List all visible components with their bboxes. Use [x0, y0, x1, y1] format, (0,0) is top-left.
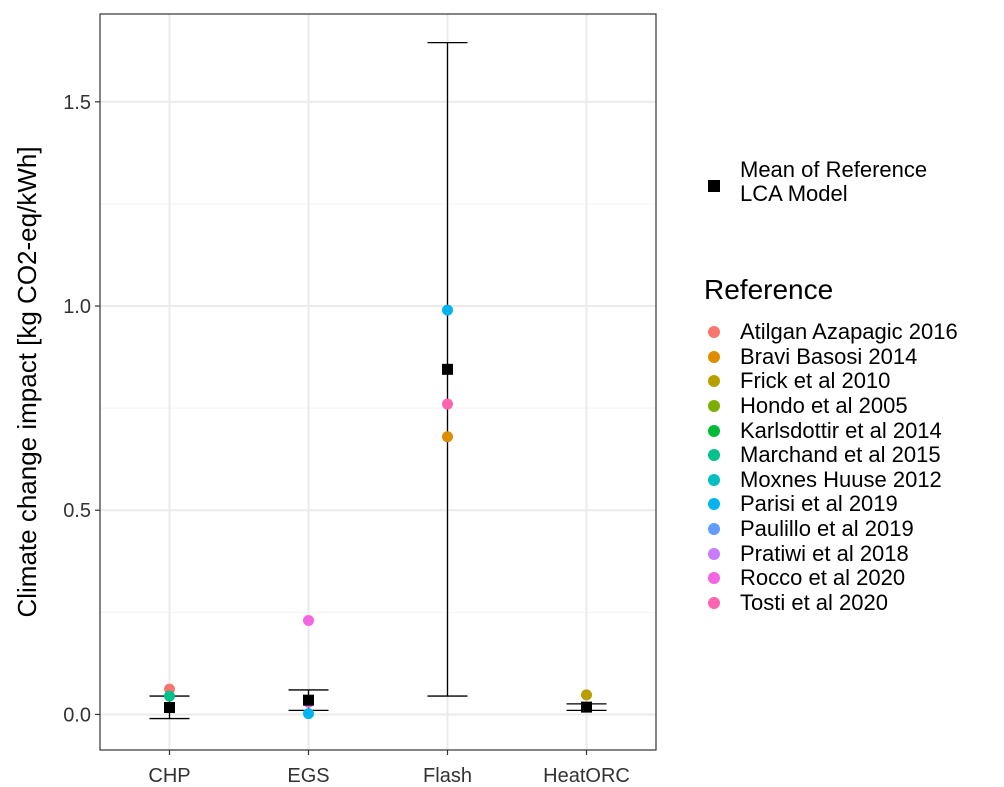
x-tick-label: HeatORC: [543, 765, 630, 787]
reference-legend-item: Paulillo et al 2019: [700, 516, 958, 542]
mean-marker: [164, 702, 175, 714]
legend-dot-icon: [708, 326, 720, 339]
data-point: [303, 708, 314, 720]
y-tick-label: 0.0: [63, 704, 91, 726]
reference-legend-label: Parisi et al 2019: [740, 491, 898, 517]
reference-legend-title: Reference: [704, 274, 834, 305]
error-bars: [149, 41, 607, 720]
legend-dot-icon: [708, 596, 720, 609]
reference-legend-label: Hondo et al 2005: [740, 393, 908, 419]
legend-dot-icon: [708, 350, 720, 363]
mean-legend: Mean of Reference LCA Model: [700, 158, 980, 206]
reference-legend-item: Atilgan Azapagic 2016: [700, 319, 958, 345]
reference-legend-label: Moxnes Huuse 2012: [740, 466, 942, 492]
reference-legend-label: Tosti et al 2020: [740, 589, 888, 615]
reference-legend-label: Rocco et al 2020: [740, 565, 906, 591]
reference-legend-label: Paulillo et al 2019: [740, 516, 914, 542]
mean-markers: [164, 363, 592, 714]
y-tick-label: 0.5: [63, 500, 91, 522]
reference-legend-item: Rocco et al 2020: [700, 565, 958, 591]
data-point: [581, 689, 592, 701]
y-tick-label: 1.0: [63, 296, 91, 318]
reference-legend-item: Pratiwi et al 2018: [700, 541, 958, 566]
data-points: [164, 304, 592, 720]
reference-legend-label: Marchand et al 2015: [740, 442, 941, 468]
legend-dot-icon: [708, 473, 720, 486]
reference-legend-label: Karlsdottir et al 2014: [740, 417, 942, 443]
x-tick-label: EGS: [287, 765, 329, 787]
y-tick-label: 1.5: [63, 92, 91, 114]
mean-marker: [442, 363, 453, 375]
legend-dot-icon: [708, 547, 720, 560]
reference-legend-label: Frick et al 2010: [740, 368, 891, 394]
legend-dot-icon: [708, 400, 720, 413]
reference-legend-item: Marchand et al 2015: [700, 442, 958, 468]
data-point: [442, 431, 453, 443]
legend-dot-icon: [708, 572, 720, 585]
chart-plot: 0.0 0.5 1.0 1.5 CHP EGS Flash HeatORC Climate …: [12, 13, 657, 787]
legend-dot-icon: [708, 449, 720, 462]
mean-legend-label-line: LCA Model: [740, 181, 848, 206]
legend-dot-icon: [708, 424, 720, 437]
reference-legend-label: Bravi Basosi 2014: [740, 343, 918, 369]
mean-marker: [303, 694, 314, 706]
mean-marker: [581, 701, 592, 713]
reference-legend-item: Bravi Basosi 2014: [700, 343, 958, 370]
reference-legend-item: Hondo et al 2005: [700, 393, 958, 419]
y-axis-title: Climate change impact [kg CO2-eq/kWh]: [12, 146, 42, 617]
x-tick-label: CHP: [148, 765, 190, 787]
legend-dot-icon: [708, 375, 720, 388]
data-point: [442, 304, 453, 316]
reference-legend-list: Atilgan Azapagic 2016 Bravi Basosi 2014 Fr…: [700, 319, 958, 616]
legend-dot-icon: [708, 523, 720, 536]
reference-legend-item: Parisi et al 2019: [700, 491, 958, 517]
data-point: [303, 615, 314, 627]
x-tick-label: Flash: [423, 765, 472, 787]
legend-dot-icon: [708, 498, 720, 511]
reference-legend-label: Atilgan Azapagic 2016: [740, 319, 958, 345]
data-point: [442, 398, 453, 410]
mean-legend-label-line: Mean of Reference: [740, 157, 928, 182]
panel-border: [99, 13, 657, 751]
mean-square-key-icon: [708, 180, 720, 192]
mean-legend-label: Mean of Reference LCA Model: [740, 158, 980, 206]
x-axis-ticks: CHP EGS Flash HeatORC: [148, 750, 630, 787]
grid-lines: [100, 14, 656, 750]
data-point: [164, 690, 175, 702]
reference-legend-label: Pratiwi et al 2018: [740, 540, 909, 566]
reference-legend-item: Tosti et al 2020: [700, 589, 958, 616]
y-axis-ticks: 0.0 0.5 1.0 1.5: [63, 92, 100, 726]
reference-legend-item: Frick et al 2010: [700, 368, 958, 394]
reference-legend-item: Moxnes Huuse 2012: [700, 466, 958, 493]
reference-legend-item: Karlsdottir et al 2014: [700, 418, 958, 443]
